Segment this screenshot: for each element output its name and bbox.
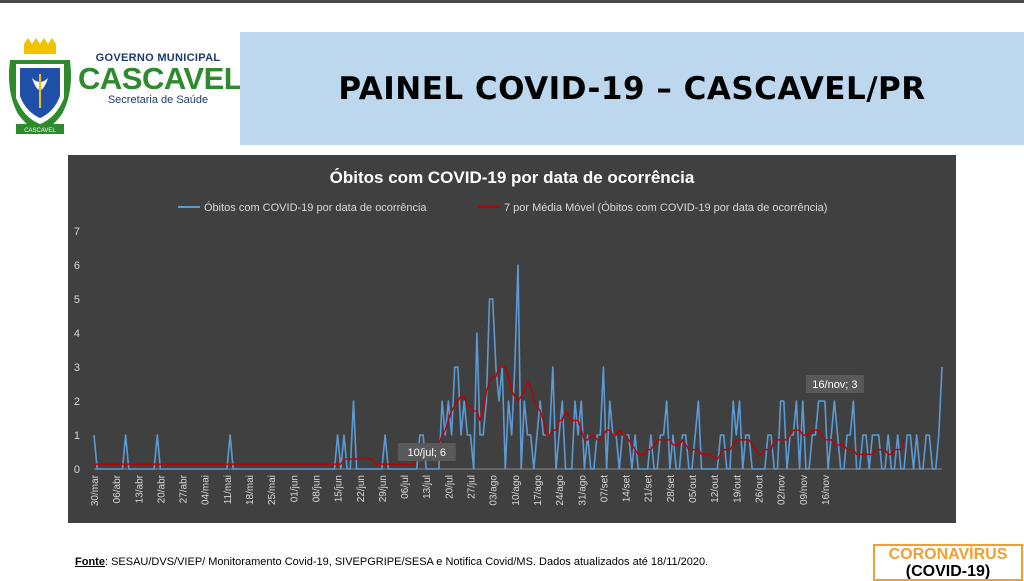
x-tick-label: 06/abr <box>112 474 123 503</box>
x-tick-label: 24/ago <box>555 475 566 506</box>
x-tick-label: 07/set <box>599 475 610 502</box>
moving-average-line <box>94 366 905 465</box>
legend-average-label: 7 por Média Móvel (Óbitos com COVID-19 p… <box>504 201 827 214</box>
x-tick-label: 26/out <box>754 475 765 503</box>
x-tick-label: 25/mai <box>267 475 278 505</box>
source-text: : SESAU/DVS/VIEP/ Monitoramento Covid-19… <box>104 556 709 568</box>
x-tick-label: 16/nov <box>821 475 832 505</box>
logo: CASCAVEL GOVERNO MUNICIPAL CASCAVEL Secr… <box>4 38 243 138</box>
y-tick-label: 1 <box>74 430 80 442</box>
x-tick-label: 01/jun <box>289 475 300 502</box>
x-tick-label: 20/abr <box>156 474 167 503</box>
x-tick-label: 22/jun <box>356 475 367 502</box>
x-tick-label: 31/ago <box>577 475 588 506</box>
y-tick-label: 5 <box>74 294 80 306</box>
y-tick-label: 3 <box>74 362 80 374</box>
x-tick-label: 18/mai <box>245 475 256 505</box>
y-tick-label: 0 <box>74 464 80 476</box>
x-tick-label: 27/jul <box>467 475 478 499</box>
x-tick-label: 30/mar <box>90 474 101 506</box>
x-tick-label: 10/ago <box>511 475 522 506</box>
secretariat-label: Secretaria de Saúde <box>107 94 209 106</box>
x-tick-label: 12/out <box>710 475 721 503</box>
seal-label: CASCAVEL <box>24 128 56 134</box>
x-tick-label: 13/jul <box>422 475 433 499</box>
x-tick-label: 06/jul <box>400 475 411 499</box>
badge-line-1: CORONAVÍRUS <box>888 546 1008 563</box>
x-tick-label: 27/abr <box>179 474 190 503</box>
annotation-box <box>805 375 864 393</box>
x-tick-label: 14/set <box>622 475 633 502</box>
page-title: PAINEL COVID-19 – CASCAVEL/PR <box>338 70 926 107</box>
daily-deaths-line <box>93 264 943 470</box>
x-tick-label: 03/ago <box>489 475 500 506</box>
top-divider <box>0 0 1024 3</box>
chart-title: Óbitos com COVID-19 por data de ocorrênc… <box>330 168 695 187</box>
y-tick-label: 6 <box>74 260 80 272</box>
x-tick-label: 05/out <box>688 475 699 503</box>
x-tick-label: 21/set <box>644 475 655 502</box>
x-tick-label: 04/mai <box>201 475 212 505</box>
coronavirus-badge: CORONAVÍRUS (COVID-19) <box>873 544 1023 581</box>
x-tick-label: 13/abr <box>134 474 145 503</box>
annotation-label: 16/nov; 3 <box>812 379 857 391</box>
annotation-label: 10/jul; 6 <box>407 447 446 459</box>
y-tick-label: 7 <box>74 226 80 238</box>
x-tick-label: 11/mai <box>223 475 234 504</box>
x-tick-label: 29/jun <box>378 475 389 502</box>
y-tick-label: 4 <box>74 328 80 340</box>
x-tick-label: 28/set <box>666 475 677 502</box>
x-tick-label: 02/nov <box>777 475 788 505</box>
header-band: PAINEL COVID-19 – CASCAVEL/PR <box>240 32 1024 145</box>
source-label: Fonte <box>75 556 105 568</box>
annotation-box <box>397 443 456 461</box>
chart-svg: Óbitos com COVID-19 por data de ocorrênc… <box>74 168 943 506</box>
municipal-seal-icon: CASCAVEL <box>9 38 71 134</box>
x-tick-label: 19/out <box>732 475 743 503</box>
legend-daily-label: Óbitos com COVID-19 por data de ocorrênc… <box>204 201 427 214</box>
y-tick-label: 2 <box>74 396 80 408</box>
gov-label: GOVERNO MUNICIPAL <box>95 52 221 64</box>
x-tick-label: 17/ago <box>533 475 544 506</box>
source-note: Fonte: SESAU/DVS/VIEP/ Monitoramento Cov… <box>75 556 708 568</box>
city-label: CASCAVEL <box>78 61 243 96</box>
badge-line-2: (COVID-19) <box>905 563 991 580</box>
chart-panel: Óbitos com COVID-19 por data de ocorrênc… <box>68 155 956 523</box>
x-tick-label: 09/nov <box>799 475 810 505</box>
x-tick-label: 08/jun <box>311 475 322 502</box>
x-tick-label: 20/jul <box>444 475 455 499</box>
x-tick-label: 15/jun <box>334 475 345 502</box>
